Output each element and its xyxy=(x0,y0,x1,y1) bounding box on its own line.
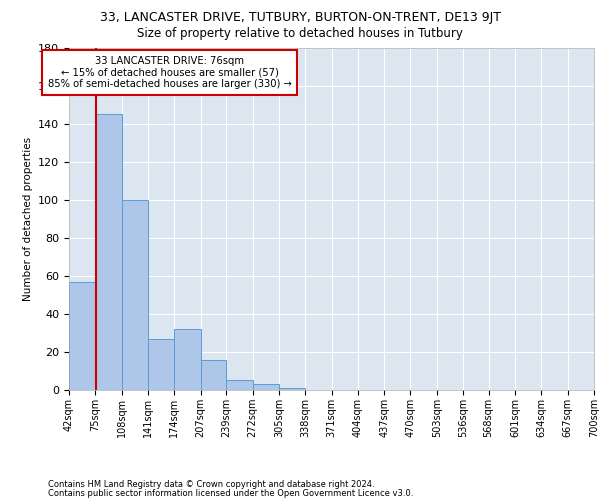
Text: 33, LANCASTER DRIVE, TUTBURY, BURTON-ON-TRENT, DE13 9JT: 33, LANCASTER DRIVE, TUTBURY, BURTON-ON-… xyxy=(100,11,500,24)
Bar xyxy=(69,282,95,390)
Bar xyxy=(148,338,175,390)
Bar xyxy=(95,114,122,390)
Bar xyxy=(279,388,305,390)
Y-axis label: Number of detached properties: Number of detached properties xyxy=(23,136,32,301)
Text: Contains HM Land Registry data © Crown copyright and database right 2024.: Contains HM Land Registry data © Crown c… xyxy=(48,480,374,489)
Bar xyxy=(226,380,253,390)
Bar xyxy=(253,384,279,390)
Bar xyxy=(122,200,148,390)
Text: 33 LANCASTER DRIVE: 76sqm
← 15% of detached houses are smaller (57)
85% of semi-: 33 LANCASTER DRIVE: 76sqm ← 15% of detac… xyxy=(47,56,292,89)
Bar xyxy=(200,360,226,390)
Bar xyxy=(175,329,200,390)
Text: Size of property relative to detached houses in Tutbury: Size of property relative to detached ho… xyxy=(137,28,463,40)
Text: Contains public sector information licensed under the Open Government Licence v3: Contains public sector information licen… xyxy=(48,489,413,498)
